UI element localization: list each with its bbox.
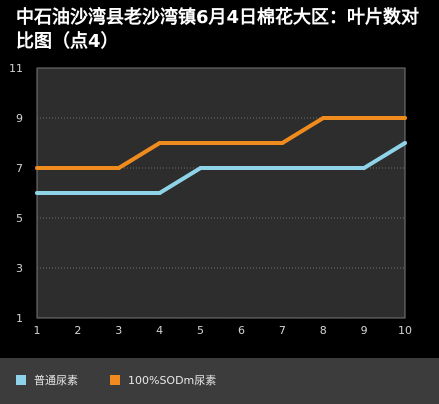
legend-swatch-series-1	[16, 375, 26, 385]
x-tick-label: 9	[361, 324, 368, 337]
legend-item-series-1: 普通尿素	[16, 372, 78, 388]
series-line-2	[37, 116, 405, 170]
series-2-point	[362, 116, 367, 120]
series-1-point	[116, 191, 121, 195]
series-2-point	[75, 166, 80, 170]
x-tick-label: 2	[74, 324, 81, 337]
series-1-point	[75, 191, 80, 195]
series-2-point	[157, 141, 162, 145]
series-2-point	[35, 166, 39, 170]
legend-label-series-2: 100%SODm尿素	[128, 374, 217, 387]
x-tick-label: 8	[320, 324, 327, 337]
x-tick-label: 3	[115, 324, 122, 337]
x-tick-label: 7	[279, 324, 286, 337]
series-line-1	[37, 141, 407, 195]
series-1-point	[403, 141, 407, 145]
series-1-point	[198, 166, 203, 170]
series-1-point	[157, 191, 162, 195]
x-tick-label: 10	[398, 324, 412, 337]
legend: 普通尿素 100%SODm尿素	[0, 358, 439, 404]
y-tick-label: 7	[16, 162, 23, 175]
series-2-point	[239, 141, 244, 145]
legend-item-series-2: 100%SODm尿素	[110, 372, 216, 388]
y-tick-label: 1	[16, 312, 23, 325]
series-2-point	[321, 116, 326, 120]
series-1-point	[35, 191, 39, 195]
y-tick-label: 5	[16, 212, 23, 225]
series-2-point	[403, 116, 407, 120]
series-1-point	[239, 166, 244, 170]
series-1-point	[321, 166, 326, 170]
x-tick-label: 5	[197, 324, 204, 337]
legend-swatch-series-2	[110, 375, 120, 385]
x-tick-label: 6	[238, 324, 245, 337]
x-tick-label: 1	[34, 324, 41, 337]
series-2-point	[116, 166, 121, 170]
series-1-point	[362, 166, 367, 170]
y-tick-label: 11	[9, 62, 23, 75]
legend-label-series-1: 普通尿素	[34, 374, 78, 387]
y-tick-label: 9	[16, 112, 23, 125]
series-2-point	[280, 141, 285, 145]
series-1-point	[280, 166, 285, 170]
y-tick-label: 3	[16, 262, 23, 275]
x-tick-label: 4	[156, 324, 163, 337]
series-2-point	[198, 141, 203, 145]
chart-title: 中石油沙湾县老沙湾镇6月4日棉花大区：叶片数对比图（点4）	[16, 7, 420, 52]
